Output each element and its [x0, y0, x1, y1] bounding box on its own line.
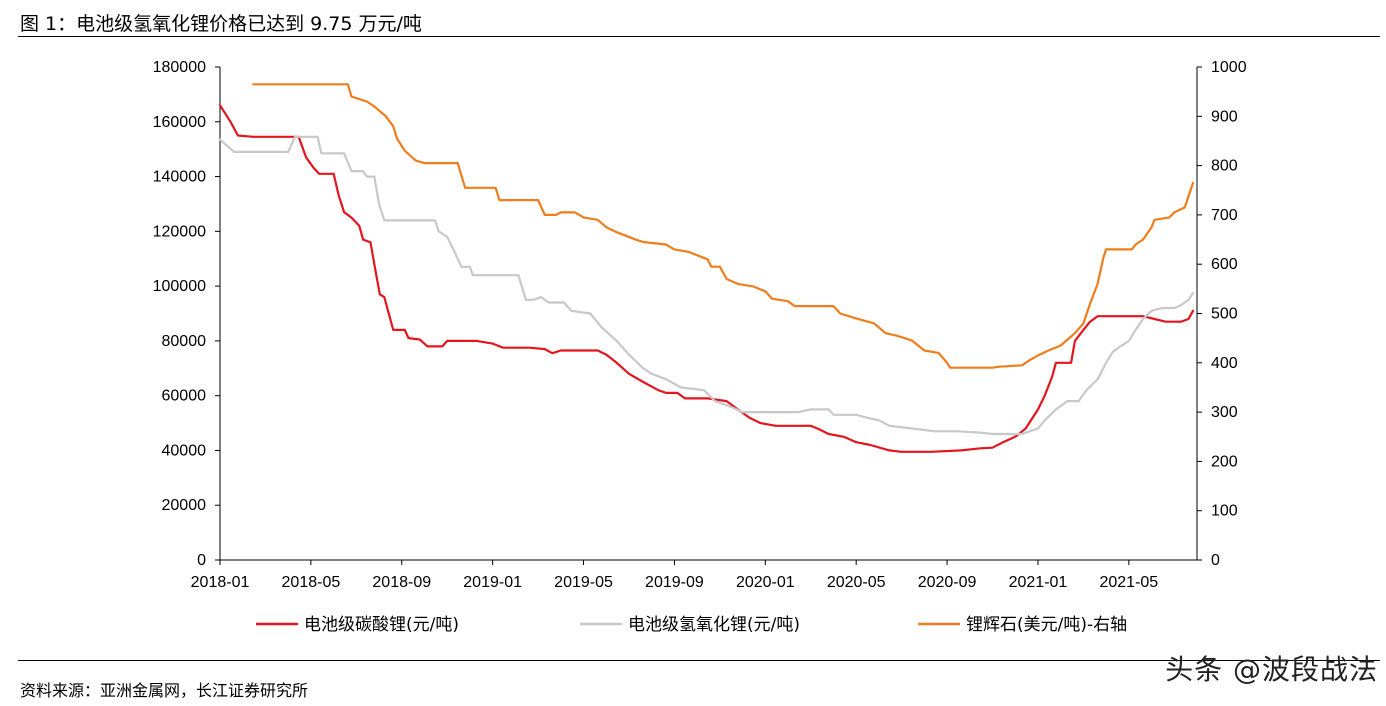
y-right-tick-label: 100: [1211, 503, 1238, 520]
y-right-tick-label: 300: [1211, 404, 1238, 421]
y-right-tick-label: 500: [1211, 306, 1238, 323]
figure-title: 图 1：电池级氢氧化锂价格已达到 9.75 万元/吨: [20, 13, 422, 35]
line-chart: 0 20000 40000 60000 80000 100000 120000 140000 1…: [153, 59, 1247, 635]
x-tick-label: 2018-05: [282, 574, 341, 591]
y-left-tick-label: 160000: [153, 114, 206, 131]
legend-label-2: 电池级氢氧化锂(元/吨): [628, 615, 800, 635]
watermark-text: 头条 @波段战法: [1165, 653, 1378, 686]
title-rule: [18, 36, 1380, 37]
y-right-tick-label: 400: [1211, 355, 1238, 372]
x-tick-label: 2019-05: [554, 574, 613, 591]
source-rule: [18, 660, 1380, 661]
y-right-tick-label: 200: [1211, 453, 1238, 470]
x-tick-label: 2021-01: [1009, 574, 1068, 591]
x-tick-label: 2018-09: [372, 574, 431, 591]
legend-label-3: 锂辉石(美元/吨)-右轴: [966, 615, 1127, 635]
y-right-tick-label: 1000: [1211, 59, 1247, 76]
series-line-1: [218, 104, 1195, 453]
y-left-tick-label: 0: [197, 552, 206, 569]
x-tick-label: 2021-05: [1099, 574, 1158, 591]
y-right-tick-label: 800: [1211, 158, 1238, 175]
x-tick-label: 2019-01: [463, 574, 522, 591]
y-left-tick-label: 40000: [162, 442, 207, 459]
x-tick-label: 2020-09: [918, 574, 977, 591]
y-right-tick-label: 900: [1211, 108, 1238, 125]
x-tick-label: 2020-05: [827, 574, 886, 591]
y-left-tick-label: 180000: [153, 59, 206, 76]
y-left-tick-label: 100000: [153, 278, 206, 295]
y-left-tick-label: 80000: [162, 333, 207, 350]
y-left-tick-label: 140000: [153, 169, 206, 186]
y-right-tick-label: 600: [1211, 256, 1238, 273]
y-left-tick-label: 20000: [162, 497, 207, 514]
x-tick-label: 2018-01: [191, 574, 250, 591]
y-right-tick-label: 0: [1211, 552, 1220, 569]
y-left-tick-label: 120000: [153, 223, 206, 240]
y-left-tick-label: 60000: [162, 388, 207, 405]
source-note: 资料来源：亚洲金属网，长江证券研究所: [20, 681, 309, 700]
x-tick-label: 2020-01: [736, 574, 795, 591]
legend-label-1: 电池级碳酸锂(元/吨): [304, 615, 459, 635]
y-right-tick-label: 700: [1211, 207, 1238, 224]
series-line-3: [252, 83, 1195, 369]
series-line-2: [218, 135, 1195, 436]
x-tick-label: 2019-09: [645, 574, 704, 591]
